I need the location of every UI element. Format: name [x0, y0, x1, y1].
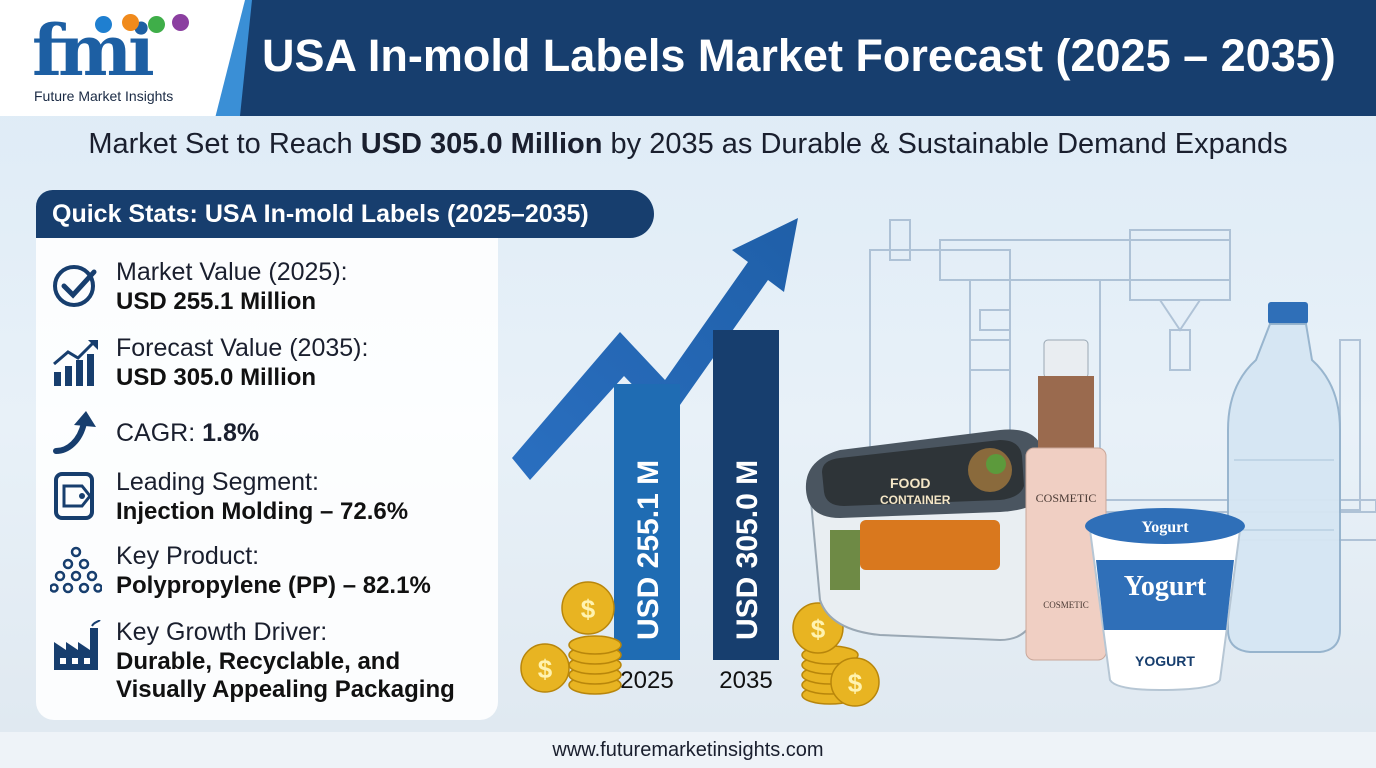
food-label-line1: FOOD — [890, 475, 930, 491]
bar-2025 — [614, 383, 680, 660]
coin-symbols: $ $ — [811, 614, 863, 698]
x-tick-label: 2035 — [719, 667, 772, 694]
yogurt-bottom-label: YOGURT — [1135, 653, 1195, 669]
subtitle-prefix: Market Set to Reach — [88, 128, 361, 160]
x-tick-label: 2025 — [620, 667, 673, 694]
cosmetic-bottle: COSMETIC COSMETIC — [1025, 339, 1107, 661]
stat-value: 1.8% — [202, 419, 260, 447]
factory-icon — [54, 620, 101, 670]
stat-label: Market Value (2025): — [116, 258, 348, 286]
quick-stats-heading: Quick Stats: USA In-mold Labels (2025–20… — [36, 190, 654, 238]
bar-value-label: USD 305.0 M — [731, 460, 764, 640]
stat-value: Polypropylene (PP) – 82.1% — [116, 572, 431, 599]
subtitle-suffix: by 2035 as Durable & Sustainable Demand … — [602, 128, 1288, 160]
gold-coins-left — [520, 581, 622, 695]
bar-2035 — [713, 330, 779, 660]
stat-cagr-text: CAGR: 1.8% — [116, 419, 259, 448]
stat-label: Forecast Value (2035): — [116, 334, 369, 362]
food-container: FOOD CONTAINER — [805, 429, 1046, 642]
brand-name: Future Market Insights — [34, 88, 174, 104]
forecast-bar-chart: USD 255.1 M 2025 USD 305.0 M 2035 $ $ $ $ — [512, 218, 880, 707]
stat-label: Leading Segment: — [116, 468, 319, 496]
bar-value-label: USD 255.1 M — [632, 460, 665, 640]
stat-value: USD 305.0 Million — [116, 364, 317, 391]
growth-chart-icon — [53, 340, 98, 386]
coin-symbols: $ $ — [538, 594, 596, 684]
stat-value: Durable, Recyclable, and — [116, 648, 401, 675]
label-tag-icon — [54, 472, 94, 520]
logo-dot — [172, 14, 189, 31]
cosmetic-label: COSMETIC — [1036, 491, 1097, 505]
logo-dot — [148, 16, 165, 33]
product-illustrations: FOOD CONTAINER COSMETIC COSMETIC Yogurt … — [805, 302, 1341, 692]
page-title: USA In-mold Labels Market Forecast (2025… — [262, 30, 1336, 81]
coin-dollar-symbol: $ — [811, 614, 826, 644]
stat-label: CAGR: — [116, 419, 203, 447]
subtitle: Market Set to Reach USD 305.0 Million by… — [0, 128, 1376, 161]
footer-url[interactable]: www.futuremarketinsights.com — [0, 732, 1376, 768]
coin-dollar-symbol: $ — [581, 594, 596, 624]
stat-label: Key Growth Driver: — [116, 618, 328, 646]
upward-arrow-icon — [53, 411, 96, 454]
cosmetic-label-small: COSMETIC — [1043, 600, 1089, 610]
quick-stats-panel — [36, 190, 498, 720]
molecules-icon — [50, 546, 102, 594]
coin-dollar-symbol: $ — [848, 668, 863, 698]
yogurt-lid-label: Yogurt — [1141, 519, 1189, 536]
stat-label: Key Product: — [116, 542, 260, 570]
stat-value: Injection Molding – 72.6% — [116, 498, 409, 525]
water-bottle — [1227, 302, 1341, 653]
coin-dollar-symbol: $ — [538, 654, 553, 684]
yogurt-cup: Yogurt Yogurt YOGURT — [1085, 508, 1245, 692]
checkmark-circle-icon — [53, 265, 97, 307]
yogurt-main-label: Yogurt — [1124, 571, 1207, 602]
logo-dot — [95, 16, 112, 33]
stat-value-line2: Visually Appealing Packaging — [116, 676, 455, 703]
logo-dot — [122, 14, 139, 31]
food-label-line2: CONTAINER — [880, 493, 951, 507]
subtitle-highlight: USD 305.0 Million — [360, 128, 603, 160]
stat-value: USD 255.1 Million — [116, 288, 317, 315]
trend-arrow — [512, 218, 798, 480]
